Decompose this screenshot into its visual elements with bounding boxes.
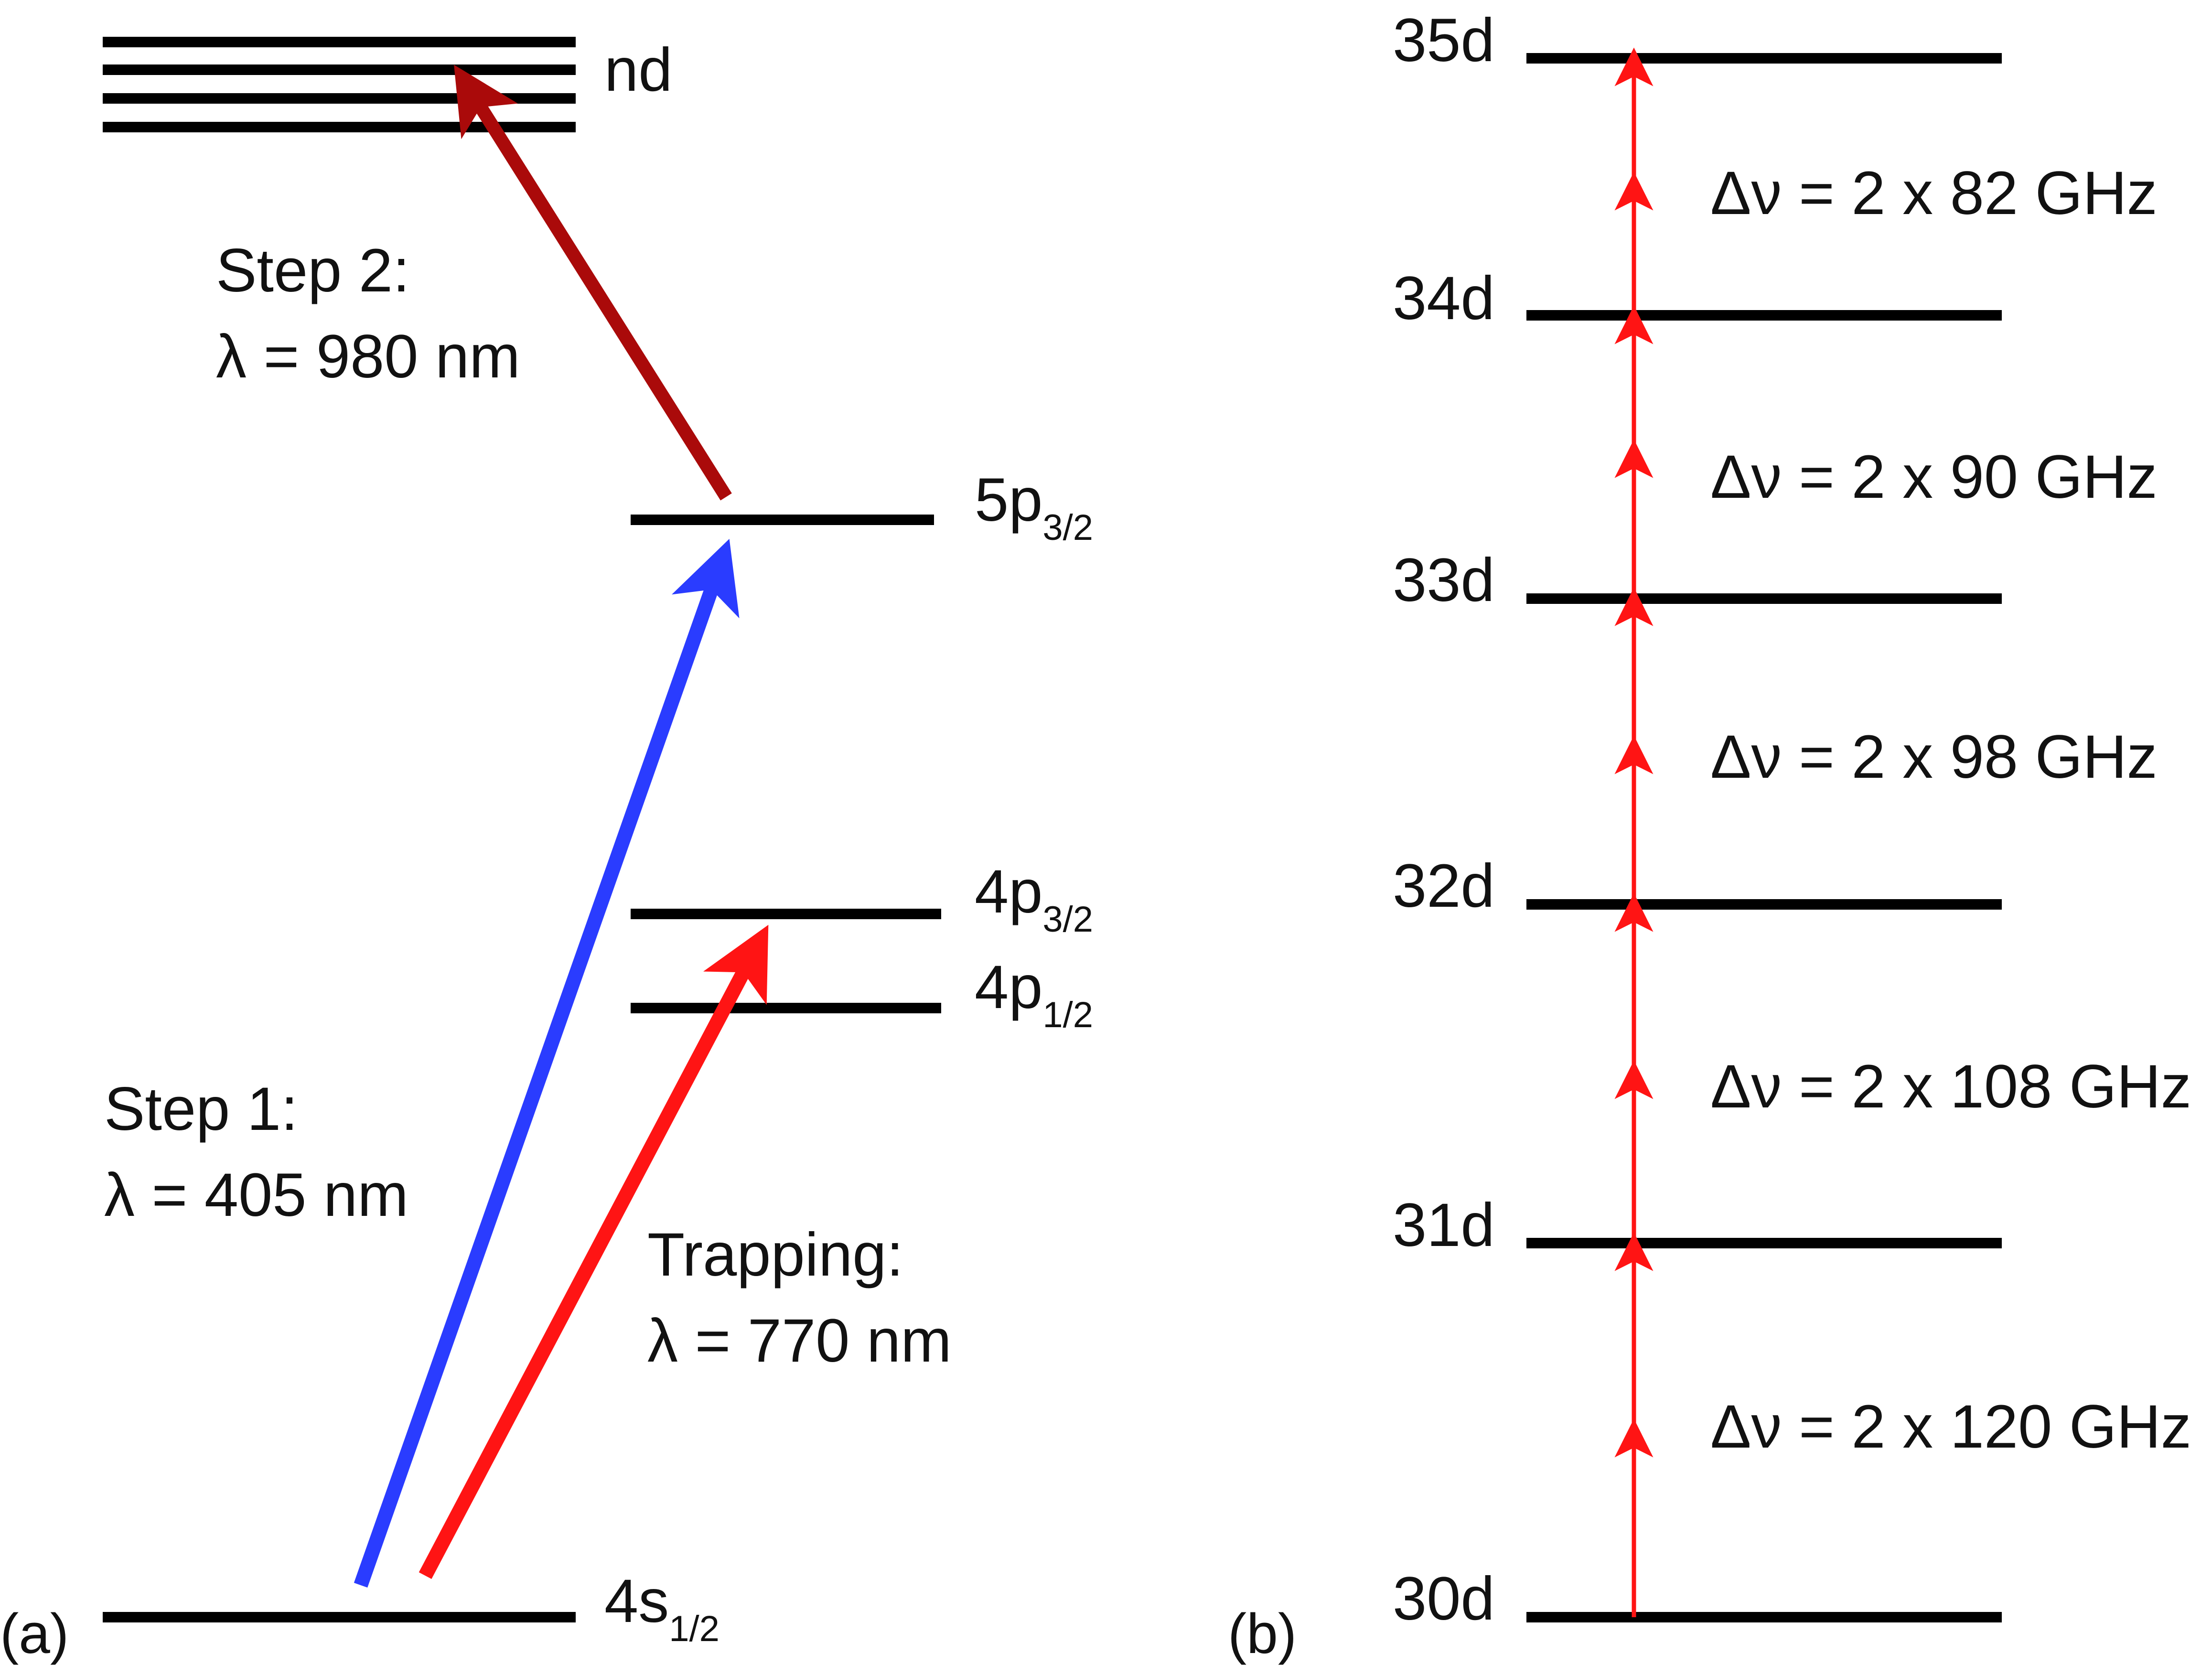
level-4p12-sub: 1/2 xyxy=(1042,995,1093,1035)
level-34d-label: 34d xyxy=(1393,264,1495,333)
level-5p32-sub: 3/2 xyxy=(1042,507,1093,548)
spacing-30d-31d: Δν = 2 x 120 GHz xyxy=(1710,1393,2191,1461)
spacing-33d-34d: Δν = 2 x 90 GHz xyxy=(1710,443,2158,511)
step1-title: Step 1: xyxy=(104,1075,298,1143)
nd-levels xyxy=(103,37,576,132)
level-35d-label: 35d xyxy=(1393,6,1495,75)
step1-wavelength: λ = 405 nm xyxy=(104,1161,408,1229)
step1-arrow xyxy=(354,538,740,1588)
panel-b-label: (b) xyxy=(1228,1602,1297,1665)
level-5p32-base: 5p xyxy=(975,466,1042,534)
step2-label: Step 2: λ = 980 nm xyxy=(216,236,520,391)
level-4p32-base: 4p xyxy=(975,858,1042,926)
level-4p32-sub: 3/2 xyxy=(1042,899,1093,940)
level-31d-label: 31d xyxy=(1393,1191,1495,1259)
nd-label: nd xyxy=(604,36,672,104)
level-4p12-base: 4p xyxy=(975,953,1042,1021)
level-4s12-label: 4s1/2 xyxy=(604,1567,719,1649)
panel-a: nd 5p3/2 4p3/2 4p1/2 4s1/2 Step 2: λ = 9… xyxy=(0,36,1093,1665)
level-4p32-label: 4p3/2 xyxy=(975,858,1093,940)
spacing-31d-32d: Δν = 2 x 108 GHz xyxy=(1710,1052,2191,1121)
level-5p32-label: 5p3/2 xyxy=(975,466,1093,548)
step2-wavelength: λ = 980 nm xyxy=(216,322,520,391)
step2-title: Step 2: xyxy=(216,236,410,305)
trapping-arrow xyxy=(419,924,769,1579)
trapping-title: Trapping: xyxy=(647,1221,903,1289)
step1-label: Step 1: λ = 405 nm xyxy=(104,1075,408,1229)
level-33d-label: 33d xyxy=(1393,546,1495,614)
step2-arrow xyxy=(454,64,732,501)
level-4p12-label: 4p1/2 xyxy=(975,953,1093,1035)
spacing-32d-33d: Δν = 2 x 98 GHz xyxy=(1710,723,2158,791)
panel-a-label: (a) xyxy=(0,1602,69,1665)
trapping-label: Trapping: λ = 770 nm xyxy=(647,1221,952,1375)
trapping-wavelength: λ = 770 nm xyxy=(647,1307,952,1375)
level-4s12-sub: 1/2 xyxy=(669,1609,719,1649)
spacing-34d-35d: Δν = 2 x 82 GHz xyxy=(1710,159,2158,227)
level-32d-label: 32d xyxy=(1393,852,1495,920)
panel-b: 35d 34d 33d 32d 31d 30d Δν = 2 x 82 GHz … xyxy=(1228,6,2191,1665)
level-30d-label: 30d xyxy=(1393,1565,1495,1633)
level-4s12-base: 4s xyxy=(604,1567,669,1635)
